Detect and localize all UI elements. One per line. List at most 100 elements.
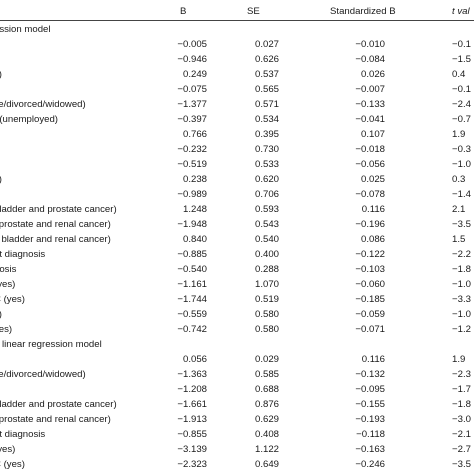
cell-t: −1.7 <box>452 384 471 395</box>
cell-se: 0.400 <box>254 249 279 260</box>
cell-std: −0.060 <box>355 279 385 290</box>
cell-label: (yes) <box>0 279 16 290</box>
cell-label: s) <box>0 172 2 188</box>
header-t-value: t val <box>452 6 470 17</box>
cell-t: 0.4 <box>452 69 466 80</box>
cell-std: 0.025 <box>360 174 385 185</box>
cell-std: −0.059 <box>355 309 385 320</box>
cell-t: 2.1 <box>452 204 466 215</box>
table-row: C (yes) −2.323 0.649 −0.246 −3.5 <box>0 457 474 473</box>
cell-se: 0.565 <box>254 84 279 95</box>
cell-b: 0.249 <box>182 69 207 80</box>
cell-se: 0.288 <box>254 264 279 275</box>
table-row: . (unemployed) −0.397 0.534 −0.041 −0.7 <box>0 112 474 128</box>
cell-t: −0.1 <box>452 39 471 50</box>
cell-t: −2.4 <box>452 99 471 110</box>
cell-se: 0.629 <box>254 414 279 425</box>
cell-label: e linear regression model <box>0 339 102 350</box>
cell-se: 0.706 <box>254 189 279 200</box>
table-row: e linear regression model <box>0 337 474 353</box>
cell-t: −2.3 <box>452 369 471 380</box>
cell-se: 0.580 <box>254 309 279 320</box>
cell-se: 0.408 <box>254 429 279 440</box>
table-row: at diagnosis −0.855 0.408 −0.118 −2.1 <box>0 427 474 443</box>
cell-t: −0.7 <box>452 114 471 125</box>
cell-b: −1.661 <box>177 399 207 410</box>
cell-std: −0.041 <box>355 114 385 125</box>
cell-se: 0.580 <box>254 324 279 335</box>
cell-b: −0.519 <box>177 159 207 170</box>
cell-label: . (unemployed) <box>0 114 58 125</box>
table-row: s) 0.238 0.620 0.025 0.3 <box>0 172 474 188</box>
table-row: −0.232 0.730 −0.018 −0.3 <box>0 142 474 158</box>
table-header: B SE Standardized B t val <box>0 4 474 20</box>
cell-se: 0.730 <box>254 144 279 155</box>
cell-label: s) <box>0 67 2 83</box>
cell-se: 0.533 <box>254 159 279 170</box>
cell-t: 1.5 <box>452 234 466 245</box>
cell-b: −0.397 <box>177 114 207 125</box>
table-row: oladder and prostate cancer) 1.248 0.593 0.… <box>0 202 474 218</box>
cell-std: −0.118 <box>356 429 385 440</box>
cell-t: −3.0 <box>452 414 471 425</box>
table-row: s bladder and renal cancer) 0.840 0.540 0.0… <box>0 232 474 248</box>
table-row: −1.208 0.688 −0.095 −1.7 <box>0 382 474 398</box>
table-row: lle/divorced/widowed) −1.363 0.585 −0.132 −2… <box>0 367 474 383</box>
cell-label: C (yes) <box>0 459 25 470</box>
header-se: SE <box>247 6 260 17</box>
cell-t: −0.1 <box>452 84 471 95</box>
table-row: C (yes) −1.744 0.519 −0.185 −3.3 <box>0 292 474 308</box>
table-row: yes) −0.742 0.580 −0.071 −1.2 <box>0 322 474 338</box>
cell-std: 0.086 <box>360 234 385 245</box>
cell-se: 0.688 <box>254 384 279 395</box>
cell-b: −0.232 <box>177 144 207 155</box>
cell-se: 0.620 <box>254 174 279 185</box>
cell-b: −0.946 <box>177 54 207 65</box>
cell-se: 0.027 <box>254 39 279 50</box>
cell-std: −0.132 <box>355 369 385 380</box>
cell-label: oladder and prostate cancer) <box>0 204 117 215</box>
header-standardized-b: Standardized B <box>330 6 396 17</box>
cell-std: −0.185 <box>355 294 385 305</box>
cell-label: nosis <box>0 264 17 275</box>
cell-label: s bladder and renal cancer) <box>0 234 111 245</box>
cell-se: 0.649 <box>254 459 279 470</box>
cell-b: 0.840 <box>182 234 207 245</box>
cell-se: 1.122 <box>254 444 279 455</box>
cell-t: −1.8 <box>452 399 471 410</box>
table-row: (yes) −1.161 1.070 −0.060 −1.0 <box>0 277 474 293</box>
cell-se: 0.543 <box>254 219 279 230</box>
cell-std: −0.018 <box>355 144 385 155</box>
cell-se: 0.519 <box>254 294 279 305</box>
cell-b: −1.161 <box>177 279 207 290</box>
table-row: s) 0.249 0.537 0.026 0.4 <box>0 67 474 83</box>
cell-b: −0.855 <box>177 429 207 440</box>
cell-se: 0.534 <box>254 114 279 125</box>
cell-se: 0.537 <box>254 69 279 80</box>
cell-t: −2.7 <box>452 444 471 455</box>
table-row: −0.519 0.533 −0.056 −1.0 <box>0 157 474 173</box>
table-row: oladder and prostate cancer) −1.661 0.876 −… <box>0 397 474 413</box>
cell-t: −3.3 <box>452 294 471 305</box>
cell-label: C (yes) <box>0 294 25 305</box>
table-row: nosis −0.540 0.288 −0.103 −1.8 <box>0 262 474 278</box>
cell-b: −0.075 <box>177 84 207 95</box>
cell-se: 0.593 <box>254 204 279 215</box>
table-row: 0.766 0.395 0.107 1.9 <box>0 127 474 143</box>
cell-b: 0.056 <box>182 354 207 365</box>
table-row: (yes) −3.139 1.122 −0.163 −2.7 <box>0 442 474 458</box>
cell-std: −0.163 <box>355 444 385 455</box>
cell-se: 0.395 <box>254 129 279 140</box>
cell-se: 0.626 <box>254 54 279 65</box>
cell-label: at diagnosis <box>0 249 46 260</box>
cell-t: 1.9 <box>452 354 466 365</box>
cell-std: −0.196 <box>355 219 385 230</box>
cell-label: l prostate and renal cancer) <box>0 414 111 425</box>
header-b: B <box>180 6 187 17</box>
cell-std: −0.133 <box>355 99 385 110</box>
cell-t: −1.0 <box>452 279 471 290</box>
cell-b: 1.248 <box>182 204 207 215</box>
cell-t: −1.5 <box>452 54 471 65</box>
cell-se: 0.876 <box>254 399 279 410</box>
cell-std: −0.084 <box>355 54 385 65</box>
